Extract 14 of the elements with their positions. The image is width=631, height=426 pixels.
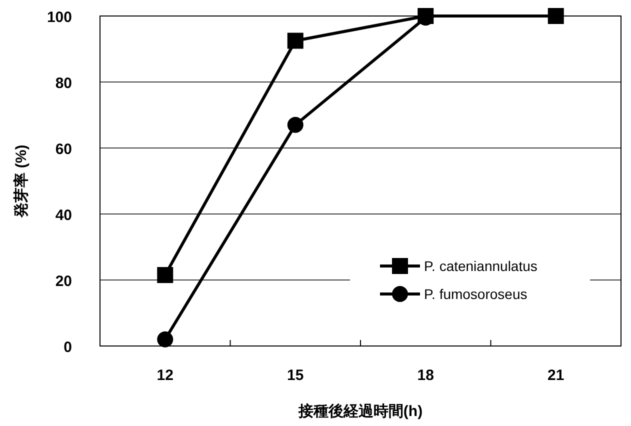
y-axis-title: 発芽率 (%) xyxy=(12,144,30,218)
y-tick-label: 0 xyxy=(64,339,72,356)
y-tick-label: 20 xyxy=(55,273,72,290)
x-axis-title: 接種後経過時間(h) xyxy=(297,403,423,420)
y-tick-label: 60 xyxy=(55,141,72,158)
y-tick-label: 100 xyxy=(46,9,72,26)
legend-label: P. cateniannulatus xyxy=(424,258,538,274)
legend-label: P. fumosoroseus xyxy=(424,286,528,302)
y-tick-label: 40 xyxy=(55,207,72,224)
x-tick-label: 12 xyxy=(156,367,174,384)
x-tick-label: 21 xyxy=(548,367,564,384)
x-tick-label: 15 xyxy=(287,367,304,384)
x-tick-label: 18 xyxy=(417,367,434,384)
y-tick-label: 80 xyxy=(55,75,72,92)
